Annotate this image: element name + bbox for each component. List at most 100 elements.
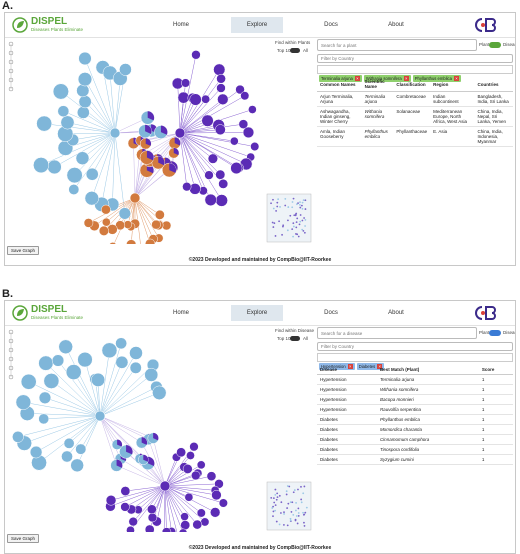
minimap-node <box>302 492 305 495</box>
minimap-node <box>274 504 277 507</box>
table-cell: Withania somnifera <box>376 384 479 395</box>
table-cell: Diabetes <box>317 414 377 425</box>
graph-node <box>240 91 250 101</box>
table-cell: Phyllanthus emblica <box>361 126 394 147</box>
nav-item[interactable]: Home <box>172 22 189 28</box>
minimap-node <box>300 501 303 504</box>
minimap-node <box>288 485 291 488</box>
graph-edge <box>179 132 188 187</box>
network-graph[interactable] <box>5 326 313 532</box>
minimap-node <box>301 219 304 222</box>
minimap-node <box>305 506 308 509</box>
table-cell: Bacopa monnieri <box>376 394 479 405</box>
graph-node <box>85 167 99 181</box>
table-cell: 1 <box>478 434 513 445</box>
save-button[interactable]: Save Graph <box>7 534 40 543</box>
minimap-node <box>285 490 288 493</box>
graph-edge <box>156 485 166 522</box>
minimap-node <box>296 203 298 206</box>
nav-item[interactable]: Explore <box>231 17 283 33</box>
graph-node <box>60 115 75 130</box>
top-toggle[interactable] <box>290 336 300 341</box>
graph-hub <box>109 127 121 139</box>
minimap-node <box>284 204 287 207</box>
graph-edge <box>101 132 116 205</box>
table-cell: 1 <box>478 404 513 415</box>
graph-node <box>129 361 142 374</box>
graph-edge <box>131 485 166 510</box>
mode-toggle[interactable] <box>489 330 501 336</box>
nav-item[interactable]: Explore <box>231 305 283 321</box>
graph-node <box>129 346 143 360</box>
graph-edge <box>134 143 175 199</box>
graph-edge <box>84 101 116 134</box>
nav-item[interactable]: Docs <box>324 22 338 28</box>
minimap-node <box>303 525 306 527</box>
minimap-node <box>299 214 302 216</box>
mode-toggle[interactable] <box>489 42 501 48</box>
graph-hub <box>129 192 141 204</box>
minimap-node <box>304 511 307 514</box>
top-toggle[interactable] <box>290 48 300 53</box>
graph-edge <box>179 99 206 134</box>
graph-edge <box>148 439 166 487</box>
graph-edge <box>134 197 167 226</box>
graph-edge <box>45 362 101 417</box>
graph-node-slice <box>143 454 149 462</box>
minimap-node <box>301 207 304 210</box>
minimap-node <box>274 235 277 237</box>
graph-node <box>83 218 94 228</box>
graph-edge <box>99 386 157 417</box>
minimap-node <box>295 221 298 224</box>
minimap-node <box>292 197 295 200</box>
nav-item[interactable]: About <box>388 22 404 28</box>
table-row: Ashwagandha, Indian ginseng, Winter Cher… <box>317 106 513 127</box>
graph-node <box>210 507 221 518</box>
graph-node <box>151 219 161 230</box>
table-row: Diabetes Momordica charantia 1 <box>317 424 513 435</box>
graph-node <box>177 91 190 104</box>
graph-edge <box>164 485 216 491</box>
nav-item[interactable]: Docs <box>324 310 338 316</box>
graph-node <box>211 489 222 501</box>
graph-edge <box>110 485 166 507</box>
minimap-node <box>296 233 299 236</box>
graph-edge <box>134 197 154 240</box>
graph-node-slice <box>148 456 155 466</box>
country-filter[interactable]: Filter by Country <box>317 342 513 351</box>
network-graph[interactable] <box>5 38 313 244</box>
minimap-node <box>295 212 298 215</box>
minimap-node <box>291 206 294 209</box>
graph-edge <box>65 346 101 417</box>
graph-edge <box>179 99 223 134</box>
minimap-node <box>294 519 297 522</box>
nav-item[interactable]: About <box>388 310 404 316</box>
table-cell: Mediterranean Europe, North Africa, West… <box>430 106 475 127</box>
search-input[interactable]: Search for a disease <box>317 327 477 339</box>
minimap-node <box>283 524 285 526</box>
nav-item[interactable]: Home <box>172 310 189 316</box>
minimap-node <box>282 225 284 228</box>
graph-node <box>147 512 158 523</box>
minimap-node <box>283 513 285 515</box>
graph-node <box>29 445 43 459</box>
country-filter[interactable]: Filter by Country <box>317 54 513 63</box>
minimap-node <box>278 523 281 526</box>
graph-edge <box>163 485 166 532</box>
graph-edge <box>164 485 224 504</box>
minimap-node <box>295 226 298 229</box>
minimap-node <box>276 201 279 204</box>
minimap-node <box>292 491 295 494</box>
logo-icon <box>12 305 28 321</box>
graph-node <box>101 204 111 215</box>
search-input[interactable]: Search for a plant <box>317 39 477 51</box>
minimap-node <box>292 235 294 238</box>
graph-node <box>201 94 211 104</box>
save-button[interactable]: Save Graph <box>7 246 40 255</box>
graph-node <box>238 119 249 129</box>
graph-edge <box>152 438 166 487</box>
graph-node <box>75 151 90 165</box>
table-row: Diabetes Tinospora cordifolia 1 <box>317 444 513 455</box>
table-cell: Hypertension <box>317 374 377 385</box>
